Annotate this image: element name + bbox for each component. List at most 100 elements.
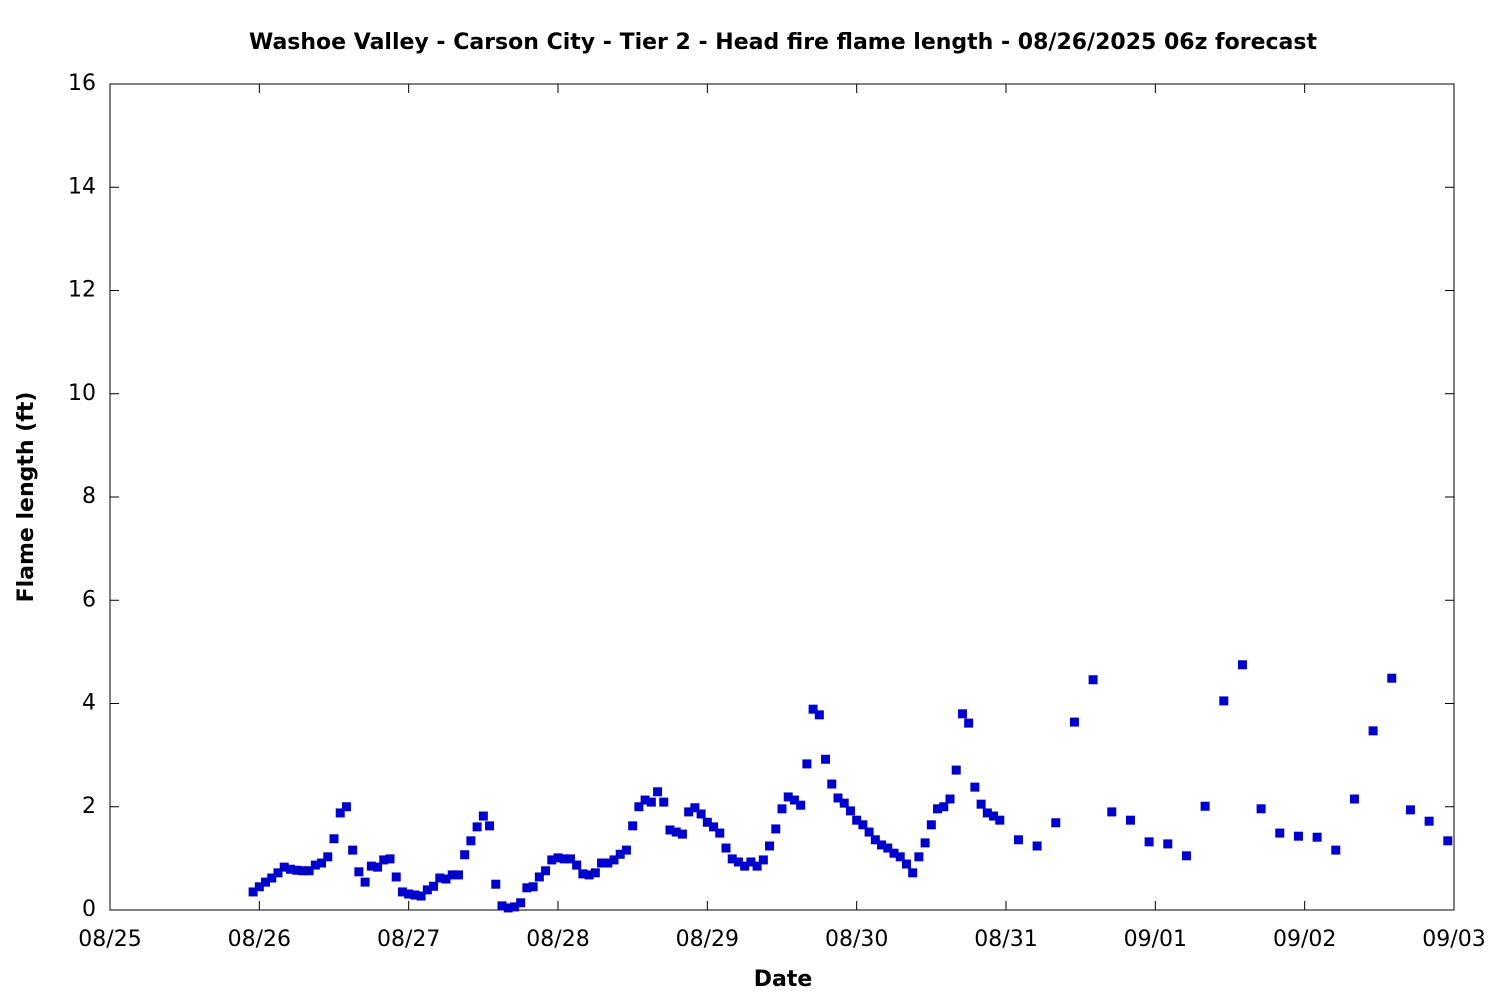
data-point [404,889,414,899]
data-point [634,802,644,812]
x-tick-label: 09/01 [1124,927,1187,952]
data-point [516,898,526,908]
x-tick-label: 09/02 [1273,927,1336,952]
x-tick-label: 08/30 [825,927,888,952]
data-point [441,874,451,884]
data-point [435,873,445,883]
data-point [1144,837,1154,847]
x-tick-label: 09/03 [1422,927,1485,952]
data-point [970,782,980,792]
data-point [1051,818,1061,828]
data-point [771,824,781,834]
data-point [329,834,339,844]
data-point [821,754,831,764]
data-point [391,872,401,882]
y-tick-label: 2 [82,794,96,819]
data-point [572,860,582,870]
data-point [752,861,762,871]
y-tick-label: 16 [68,71,96,96]
data-point [696,809,706,819]
data-point [1181,851,1191,861]
data-point [709,822,719,832]
data-point [727,854,737,864]
data-point [429,881,439,891]
data-point [789,795,799,805]
data-point [715,828,725,838]
data-point [783,792,793,802]
data-point [1107,807,1117,817]
data-point [354,867,364,877]
data-point [677,829,687,839]
data-point [385,854,395,864]
data-point [1443,836,1453,846]
data-point [746,857,756,867]
data-point [360,877,370,887]
data-point [522,883,532,893]
y-tick-label: 12 [68,278,96,303]
y-axis-label: Flame length (ft) [14,392,39,603]
data-point [1219,696,1229,706]
data-point [684,807,694,817]
data-point [802,759,812,769]
data-point [914,852,924,862]
data-point [1387,673,1397,683]
data-point [1088,675,1098,685]
data-point [509,902,519,912]
data-point [733,857,743,867]
data-point [553,853,563,863]
data-point [758,855,768,865]
data-point [379,855,389,865]
data-point [945,794,955,804]
y-tick-label: 10 [68,381,96,406]
y-tick-label: 6 [82,587,96,612]
data-point [416,891,426,901]
data-point [422,885,432,895]
data-point [609,855,619,865]
data-point [989,811,999,821]
data-point [765,841,775,851]
x-tick-label: 08/26 [228,927,291,952]
x-tick-label: 08/25 [78,927,141,952]
x-axis-label: Date [754,967,813,992]
data-point [908,868,918,878]
data-point [933,804,943,814]
data-point [603,858,613,868]
data-point [628,821,638,831]
data-point [646,797,656,807]
data-point [366,861,376,871]
data-point [883,843,893,853]
data-point [827,779,837,789]
x-tick-label: 08/29 [676,927,739,952]
data-point [1275,828,1285,838]
x-tick-label: 08/28 [526,927,589,952]
data-point [410,890,420,900]
chart-title: Washoe Valley - Carson City - Tier 2 - H… [249,30,1318,55]
data-point [615,849,625,859]
data-point [665,825,675,835]
data-point [889,848,899,858]
data-point [534,872,544,882]
data-point [951,765,961,775]
data-point [1163,839,1173,849]
data-point [397,887,407,897]
x-tick-label: 08/27 [377,927,440,952]
data-point [939,802,949,812]
data-point [273,868,283,878]
data-point [1368,726,1378,736]
data-point [690,803,700,813]
data-point [453,870,463,880]
data-point [472,822,482,832]
data-point [254,882,264,892]
data-point [310,860,320,870]
data-point [285,864,295,874]
data-point [279,862,289,872]
data-point [491,879,501,889]
data-point [460,850,470,860]
data-point [1312,832,1322,842]
data-point [982,808,992,818]
data-point [814,710,824,720]
data-point [597,858,607,868]
data-point [671,827,681,837]
data-point [852,815,862,825]
data-point [1424,816,1434,826]
